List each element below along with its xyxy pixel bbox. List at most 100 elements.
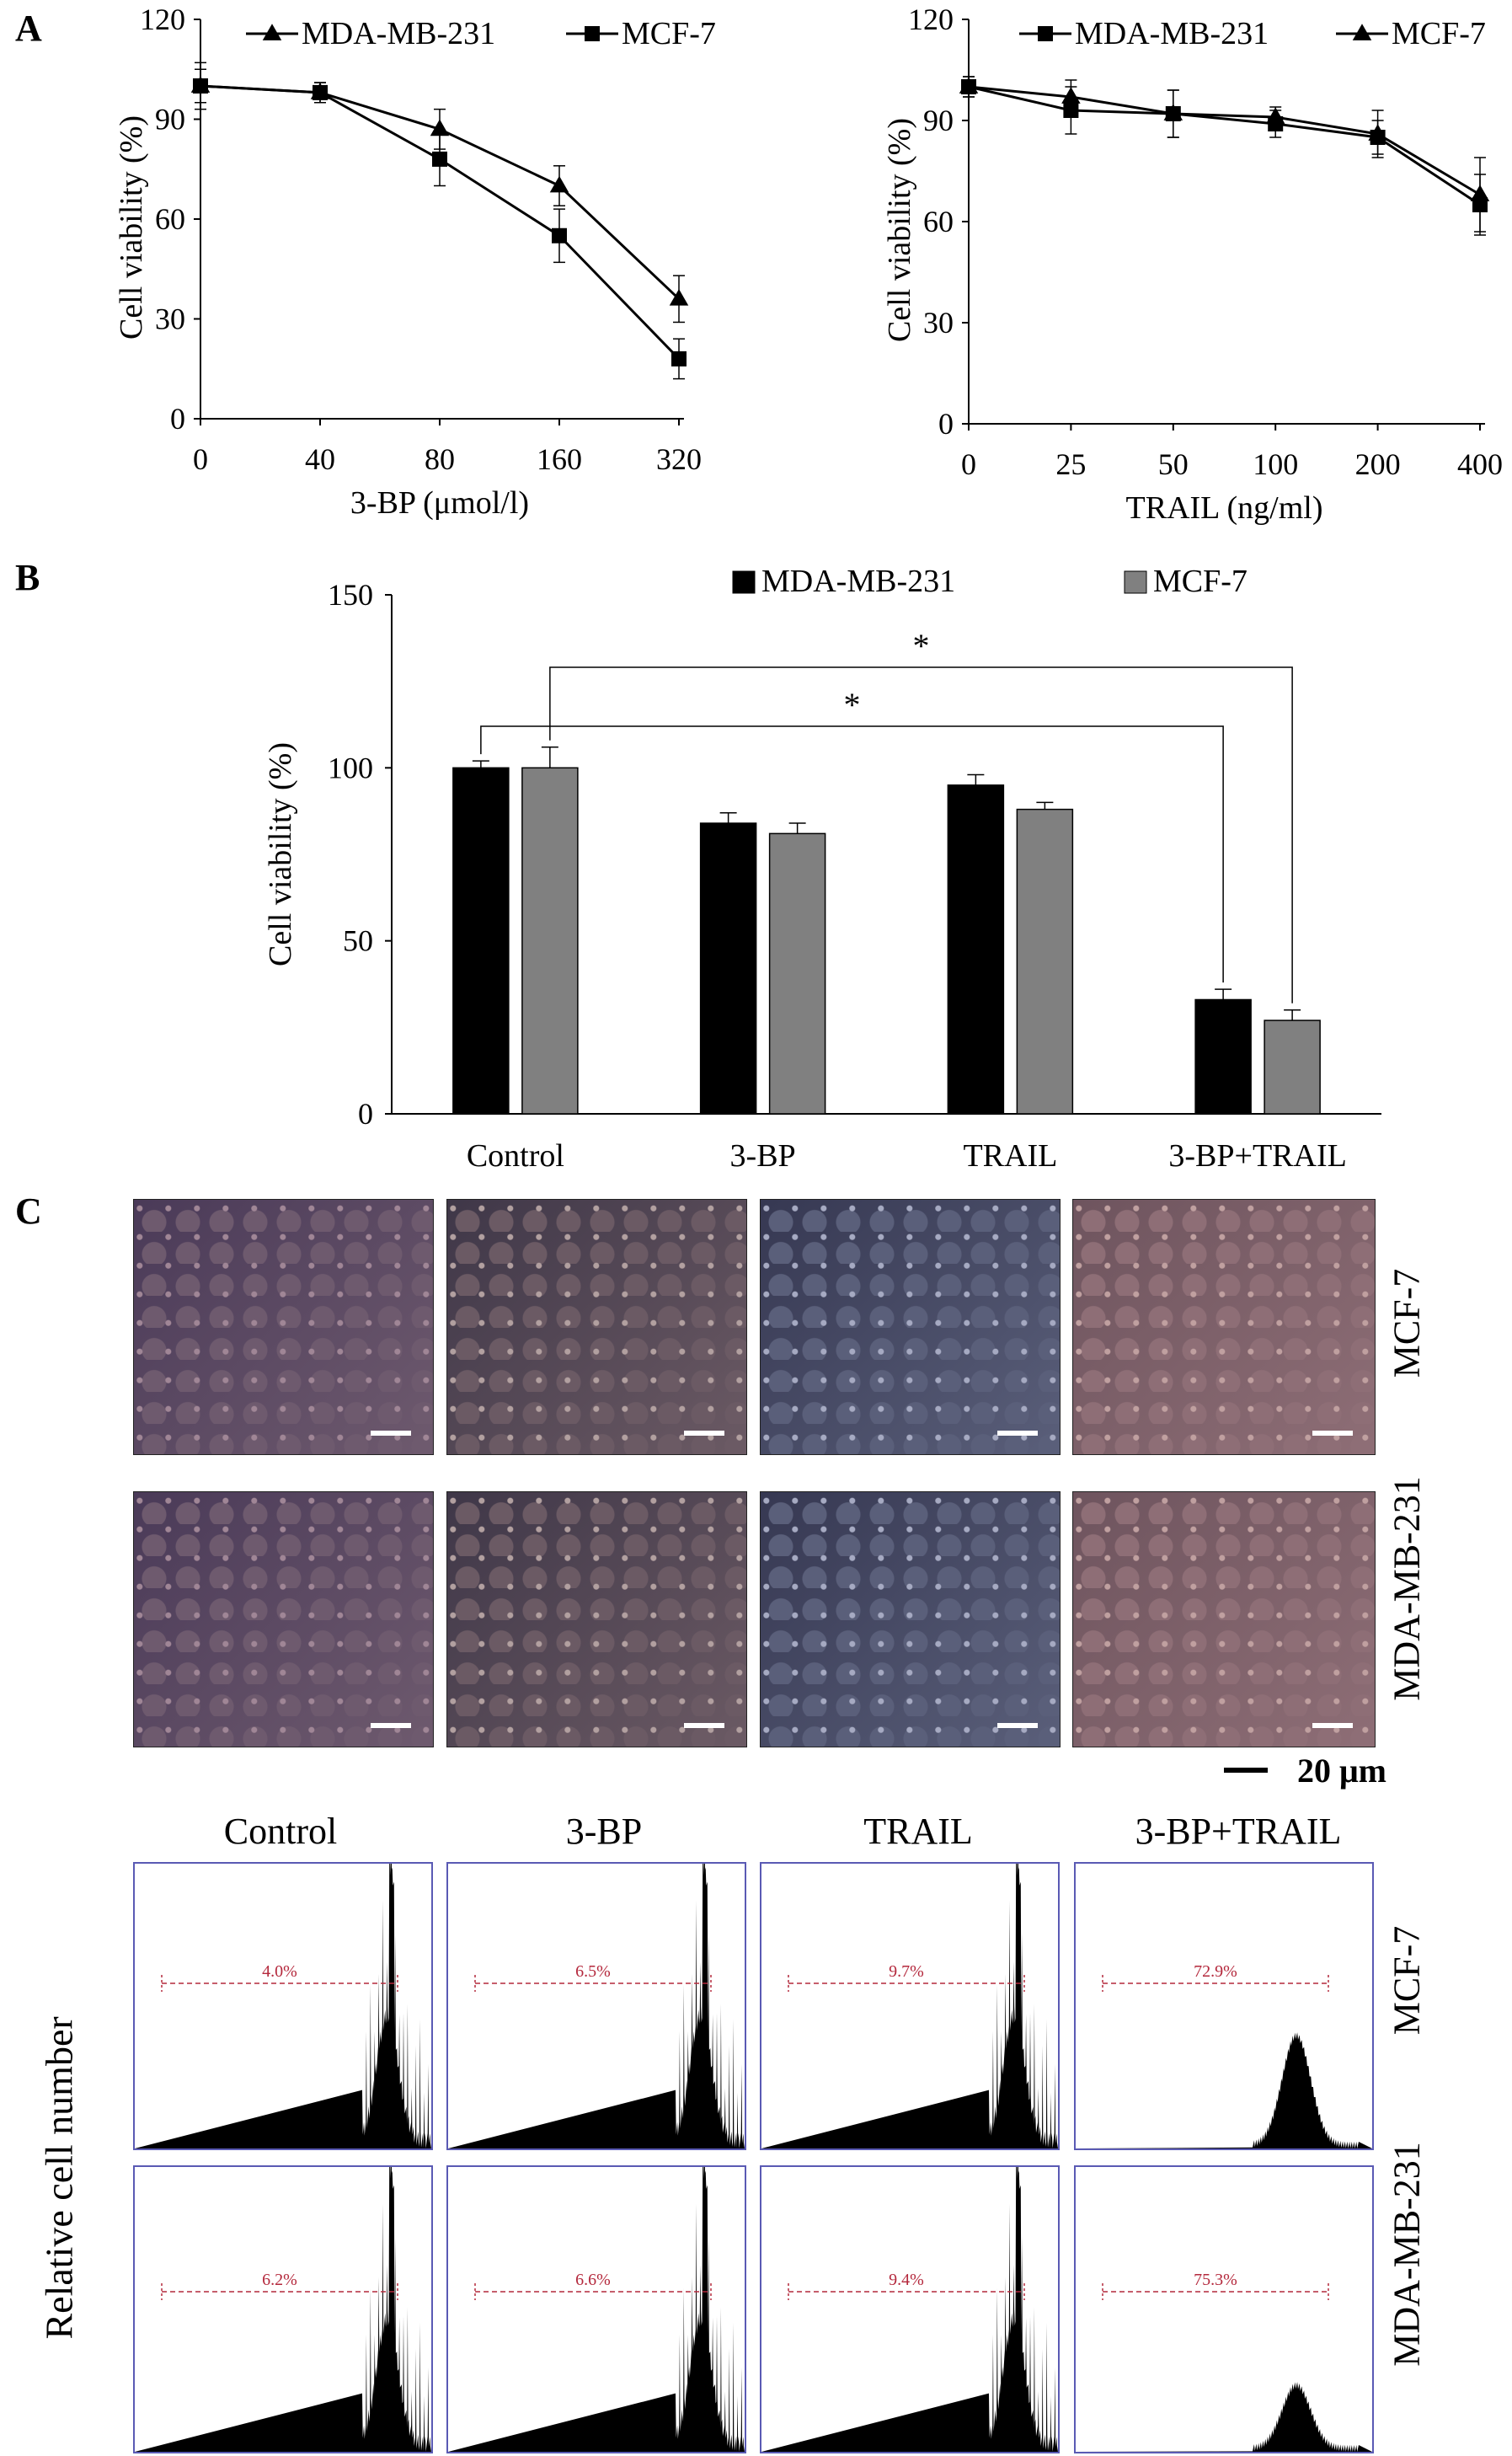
flow-row-label-mda: MDA-MB-231	[1386, 2142, 1428, 2367]
x-tick-label: 80	[425, 442, 455, 476]
gate-percentage: 6.6%	[575, 2271, 611, 2289]
legend-marker	[1352, 24, 1372, 40]
histogram-plot: 72.9%	[1076, 1962, 1372, 2148]
bar-chart-viability: 0 50 100 150 Cell viability (%) Control 3-BP TR…	[263, 564, 1381, 1174]
panel-label-a: A	[15, 8, 42, 49]
bar	[947, 784, 1005, 1115]
y-tick-label: 50	[343, 924, 373, 958]
flow-column-label: 3-BP+TRAIL	[1135, 1811, 1342, 1852]
histogram-area	[1076, 2032, 1372, 2148]
bar	[1194, 998, 1252, 1115]
flow-column-label: TRAIL	[863, 1811, 973, 1852]
bar	[452, 767, 510, 1115]
panel-label-c: C	[15, 1191, 42, 1232]
x-tick-label: 3-BP	[730, 1138, 796, 1174]
data-point	[959, 77, 979, 94]
y-tick-label: 0	[358, 1097, 373, 1131]
x-tick-label: 400	[1457, 447, 1503, 481]
flow-histogram: 6.6%	[446, 2165, 746, 2453]
micrograph-scale-bar	[1312, 1723, 1353, 1728]
micro-row-label-mda: MDA-MB-231	[1386, 1476, 1428, 1701]
y-tick-label: 60	[155, 202, 185, 236]
bar	[699, 822, 757, 1115]
y-tick-label: 30	[155, 302, 185, 336]
data-point	[669, 288, 689, 306]
bar	[1016, 808, 1074, 1115]
scale-bar-label: 20 μm	[1297, 1752, 1386, 1790]
micrograph-image	[1072, 1199, 1376, 1455]
significance-bracket	[549, 666, 1293, 1003]
histogram-plot: 6.5%	[448, 1864, 745, 2148]
gate-percentage: 9.7%	[889, 1962, 924, 1981]
x-tick-label: 0	[193, 442, 208, 476]
x-tick-label: 200	[1355, 447, 1401, 481]
x-tick-label: 50	[1158, 447, 1189, 481]
legend-marker	[585, 26, 600, 41]
y-tick-label: 100	[328, 751, 373, 784]
legend-label: MDA-MB-231	[761, 564, 955, 599]
significance-star: *	[844, 686, 861, 724]
histogram-plot: 9.4%	[761, 2167, 1058, 2452]
scale-bar-line	[1224, 1768, 1268, 1773]
y-tick-label: 0	[938, 407, 954, 441]
micrograph-image	[446, 1491, 747, 1747]
bar	[768, 832, 826, 1115]
y-tick-label: 60	[923, 205, 954, 238]
gate-percentage: 4.0%	[262, 1962, 297, 1981]
histogram-area	[135, 1864, 431, 2148]
micrograph-image	[446, 1199, 747, 1455]
y-tick-label: 120	[908, 3, 954, 36]
data-point	[1265, 107, 1285, 124]
micrograph-scale-bar	[1312, 1431, 1353, 1436]
y-tick-label: 150	[328, 578, 373, 612]
micro-row-label-mcf7: MCF-7	[1386, 1268, 1428, 1378]
x-tick-label: Control	[467, 1138, 564, 1174]
series-line	[968, 85, 1481, 196]
y-tick-label: 0	[170, 402, 185, 436]
legend-marker	[1038, 26, 1053, 41]
micrograph-scale-bar	[684, 1723, 724, 1728]
legend-label: MCF-7	[1392, 16, 1486, 51]
legend-label: MCF-7	[622, 16, 716, 51]
x-tick-label: 100	[1253, 447, 1298, 481]
gate-percentage: 72.9%	[1194, 1962, 1237, 1981]
histogram-plot: 6.2%	[135, 2167, 431, 2452]
gate-percentage: 9.4%	[889, 2271, 924, 2289]
x-tick-label: 25	[1055, 447, 1086, 481]
histogram-area	[761, 1864, 1058, 2148]
micrograph-image	[133, 1491, 434, 1747]
histogram-plot: 75.3%	[1076, 2271, 1372, 2452]
legend-swatch	[1124, 570, 1147, 594]
x-axis-label: TRAIL (ng/ml)	[1126, 490, 1323, 526]
significance-star: *	[913, 627, 930, 665]
micrograph-scale-bar	[997, 1431, 1038, 1436]
y-axis-label: Cell viability (%)	[882, 118, 917, 342]
data-point	[671, 350, 687, 367]
gate-percentage: 75.3%	[1194, 2271, 1237, 2289]
data-point	[552, 227, 567, 243]
y-axis-label: Cell viability (%)	[114, 115, 149, 340]
legend-label: MDA-MB-231	[1075, 16, 1269, 51]
micrograph-scale-bar	[997, 1723, 1038, 1728]
histogram-area	[448, 1864, 745, 2148]
x-tick-label: 160	[537, 442, 582, 476]
line-chart-trail: 0 30 60 90 120 0 25 50 100 200 400 TRAIL (ng/ml) Cel…	[882, 3, 1503, 526]
x-tick-label: 0	[961, 447, 976, 481]
data-point	[1368, 124, 1387, 141]
gate-percentage: 6.5%	[575, 1962, 611, 1981]
data-point	[432, 151, 447, 167]
data-point	[430, 119, 450, 136]
flow-row-label-mcf7: MCF-7	[1386, 1925, 1428, 2036]
flow-histogram: 9.4%	[760, 2165, 1060, 2453]
flow-ylabel: Relative cell number	[37, 2016, 81, 2340]
x-tick-label: TRAIL	[963, 1138, 1057, 1174]
legend-label: MDA-MB-231	[302, 16, 495, 51]
histogram-plot: 9.7%	[761, 1864, 1058, 2148]
gate-percentage: 6.2%	[262, 2271, 297, 2289]
data-point	[1163, 104, 1183, 120]
histogram-area	[1076, 2382, 1372, 2452]
data-point	[1470, 185, 1490, 201]
micrograph-image	[760, 1199, 1061, 1455]
bar	[521, 767, 579, 1115]
flow-histogram: 9.7%	[760, 1862, 1060, 2150]
